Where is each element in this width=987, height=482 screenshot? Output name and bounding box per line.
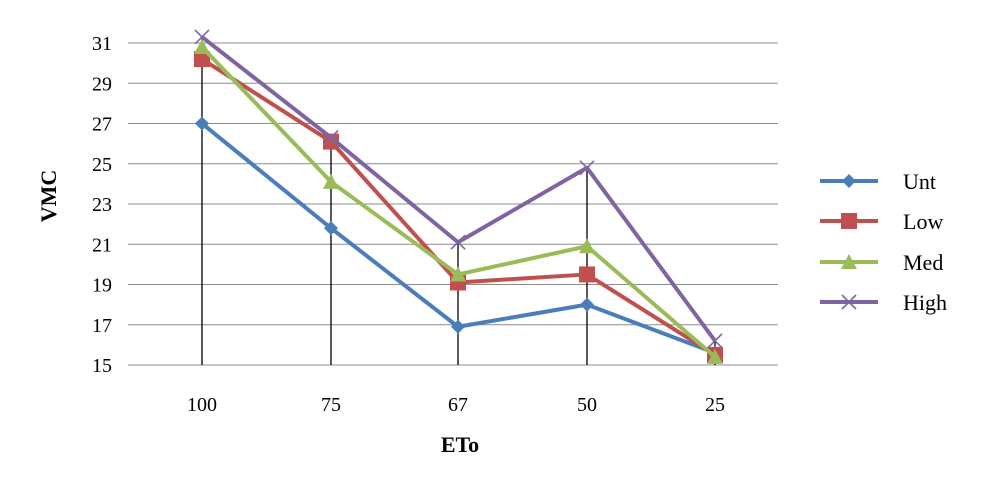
x-axis-ticks: 100 75 67 50 25	[187, 394, 725, 416]
legend-marker	[842, 174, 856, 188]
drop-lines	[201, 36, 716, 365]
data-point-unt	[324, 221, 338, 236]
x-tick-label: 75	[321, 394, 341, 416]
legend-item-low: Low	[820, 209, 943, 234]
gridlines	[128, 42, 778, 366]
legend: Unt Low Med High	[820, 169, 947, 315]
y-tick-label: 19	[92, 275, 112, 297]
series-low	[194, 51, 723, 363]
legend-item-med: Med	[820, 250, 943, 275]
data-point-high	[323, 130, 339, 146]
data-point-high	[450, 234, 466, 250]
x-tick-label: 50	[577, 394, 597, 416]
y-tick-label: 21	[92, 234, 112, 256]
x-tick-label: 100	[187, 394, 217, 416]
legend-item-unt: Unt	[820, 169, 936, 194]
legend-label: High	[903, 290, 947, 315]
data-point-low	[579, 266, 595, 283]
legend-label: Med	[903, 250, 943, 275]
x-tick-label: 67	[448, 394, 468, 416]
legend-marker	[841, 294, 857, 310]
y-tick-label: 17	[92, 315, 112, 337]
series-high	[194, 29, 723, 349]
data-point-unt	[580, 297, 594, 312]
y-tick-label: 23	[92, 194, 112, 216]
legend-label: Low	[903, 209, 943, 234]
series-med	[194, 39, 723, 364]
series-layer	[194, 29, 723, 364]
y-tick-label: 31	[92, 33, 112, 55]
data-point-low	[194, 51, 210, 68]
y-tick-label: 29	[92, 73, 112, 95]
data-point-unt	[451, 319, 465, 334]
legend-item-high: High	[820, 290, 947, 315]
data-point-med	[194, 39, 210, 55]
y-axis-title: VMC	[36, 170, 61, 223]
data-point-high	[707, 333, 723, 349]
data-point-high	[194, 29, 210, 45]
data-point-high	[579, 160, 595, 176]
y-axis-ticks: 15 17 19 21 23 25 27 29 31	[92, 33, 112, 377]
data-point-med	[579, 238, 595, 254]
y-tick-label: 25	[92, 154, 112, 176]
y-tick-label: 15	[92, 355, 112, 377]
legend-marker	[841, 213, 857, 229]
x-axis-title: ETo	[441, 432, 479, 457]
legend-label: Unt	[903, 169, 936, 194]
series-unt	[195, 116, 722, 360]
data-point-med	[707, 348, 723, 364]
data-point-med	[323, 173, 339, 189]
data-point-med	[450, 266, 466, 282]
y-tick-label: 27	[92, 114, 112, 136]
data-point-unt	[195, 116, 209, 131]
legend-marker	[841, 254, 857, 269]
x-tick-label: 25	[705, 394, 725, 416]
data-point-low	[323, 133, 339, 150]
